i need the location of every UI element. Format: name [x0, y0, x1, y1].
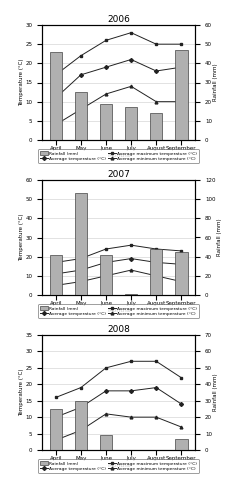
Bar: [100, 254, 112, 295]
X-axis label: Months: Months: [107, 462, 130, 468]
Bar: [75, 92, 87, 140]
Bar: [150, 113, 163, 140]
Legend: Rainfall (mm), Average temperature (°C), Average maximum temperature (°C), Avera: Rainfall (mm), Average temperature (°C),…: [38, 149, 199, 163]
Bar: [49, 254, 62, 295]
Bar: [175, 50, 188, 140]
Legend: Rainfall (mm), Average temperature (°C), Average maximum temperature (°C), Avera: Rainfall (mm), Average temperature (°C),…: [38, 304, 199, 318]
Y-axis label: Rainfall (mm): Rainfall (mm): [213, 374, 218, 412]
Bar: [49, 52, 62, 140]
Bar: [125, 294, 137, 295]
Legend: Rainfall (mm), Average temperature (°C), Average maximum temperature (°C), Avera: Rainfall (mm), Average temperature (°C),…: [38, 459, 199, 473]
Bar: [175, 438, 188, 450]
Y-axis label: Rainfall (mm): Rainfall (mm): [217, 218, 222, 256]
Bar: [75, 400, 87, 450]
Title: 2006: 2006: [107, 15, 130, 24]
Y-axis label: Temperature (°C): Temperature (°C): [19, 369, 24, 416]
Bar: [100, 104, 112, 140]
Bar: [100, 435, 112, 450]
Y-axis label: Temperature (°C): Temperature (°C): [19, 214, 24, 261]
Bar: [125, 108, 137, 140]
Bar: [150, 249, 163, 295]
X-axis label: Months: Months: [107, 308, 130, 312]
Y-axis label: Temperature (°C): Temperature (°C): [19, 58, 24, 106]
Bar: [175, 252, 188, 295]
Bar: [75, 194, 87, 295]
Title: 2008: 2008: [107, 325, 130, 334]
Title: 2007: 2007: [107, 170, 130, 179]
Bar: [49, 409, 62, 450]
Y-axis label: Rainfall (mm): Rainfall (mm): [213, 64, 218, 102]
X-axis label: Months: Months: [107, 152, 130, 158]
